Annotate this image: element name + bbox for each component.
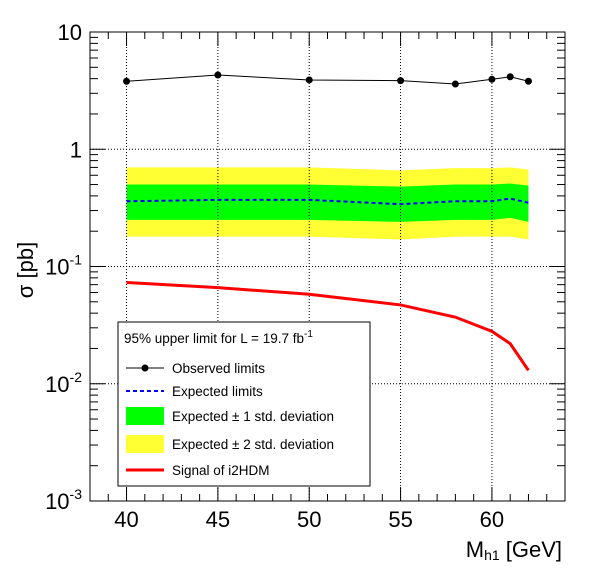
legend-label-expected-2-std-deviation: Expected ± 2 std. deviation bbox=[172, 437, 334, 452]
y-tick-label: 10-2 bbox=[45, 369, 82, 397]
legend-swatch-expected-2-std-deviation bbox=[126, 435, 164, 453]
legend-label-observed-limits: Observed limits bbox=[172, 361, 265, 376]
band-one-sigma bbox=[126, 183, 529, 222]
axis-ticks bbox=[89, 32, 566, 502]
legend: 95% upper limit for L = 19.7 fb-1 Observe… bbox=[117, 321, 371, 487]
y-tick-label: 10-3 bbox=[45, 486, 82, 514]
x-tick-label: 45 bbox=[206, 507, 230, 532]
legend-header: 95% upper limit for L = 19.7 fb-1 bbox=[124, 329, 313, 346]
data-point-observed-limits bbox=[305, 76, 313, 84]
x-axis-title-sub: h1 bbox=[484, 547, 500, 563]
y-tick-label: 10-1 bbox=[45, 252, 82, 280]
x-axis-title: Mh1 [GeV] bbox=[466, 537, 562, 563]
legend-header-exponent: -1 bbox=[304, 329, 313, 340]
legend-label-signal-of-i2hdm: Signal of i2HDM bbox=[172, 463, 270, 478]
y-tick-label: 1 bbox=[70, 137, 82, 162]
data-point-observed-limits bbox=[488, 75, 496, 83]
y-tick-label-base: 10 bbox=[45, 255, 69, 280]
data-point-observed-limits bbox=[524, 77, 532, 85]
data-series bbox=[123, 71, 532, 372]
x-tick-label: 55 bbox=[388, 507, 412, 532]
expected-bands bbox=[126, 167, 529, 240]
x-tick-label: 60 bbox=[480, 507, 504, 532]
series-line-expected-limits bbox=[126, 197, 529, 206]
legend-header-main: 95% upper limit for L = 19.7 fb bbox=[124, 331, 304, 346]
y-tick-label-base: 10 bbox=[45, 372, 69, 397]
legend-marker-observed-limits bbox=[141, 364, 149, 372]
x-tick-label: 40 bbox=[114, 507, 138, 532]
legend-label-expected-1-std-deviation: Expected ± 1 std. deviation bbox=[172, 409, 334, 424]
data-point-observed-limits bbox=[451, 80, 459, 88]
y-axis-title: σ [pb] bbox=[13, 242, 38, 298]
y-tick-label: 10 bbox=[58, 20, 82, 45]
x-tick-label: 50 bbox=[297, 507, 321, 532]
y-tick-label-base: 10 bbox=[58, 20, 82, 45]
legend-swatch-expected-1-std-deviation bbox=[126, 407, 164, 425]
data-point-observed-limits bbox=[123, 77, 131, 85]
legend-box bbox=[117, 321, 371, 487]
series-line-signal-of-i2hdm bbox=[126, 281, 530, 372]
x-axis-title-unit: [GeV] bbox=[500, 537, 562, 562]
data-point-observed-limits bbox=[214, 71, 222, 79]
y-tick-label-exponent: -3 bbox=[70, 486, 83, 502]
y-tick-label-exponent: -2 bbox=[70, 369, 83, 385]
y-tick-label-base: 10 bbox=[45, 489, 69, 514]
y-tick-label-base: 1 bbox=[70, 137, 82, 162]
x-axis-title-main: M bbox=[466, 537, 484, 562]
y-tick-label-exponent: -1 bbox=[70, 252, 83, 268]
data-point-observed-limits bbox=[397, 77, 405, 85]
data-point-observed-limits bbox=[506, 73, 514, 81]
legend-label-expected-limits: Expected limits bbox=[172, 384, 263, 399]
